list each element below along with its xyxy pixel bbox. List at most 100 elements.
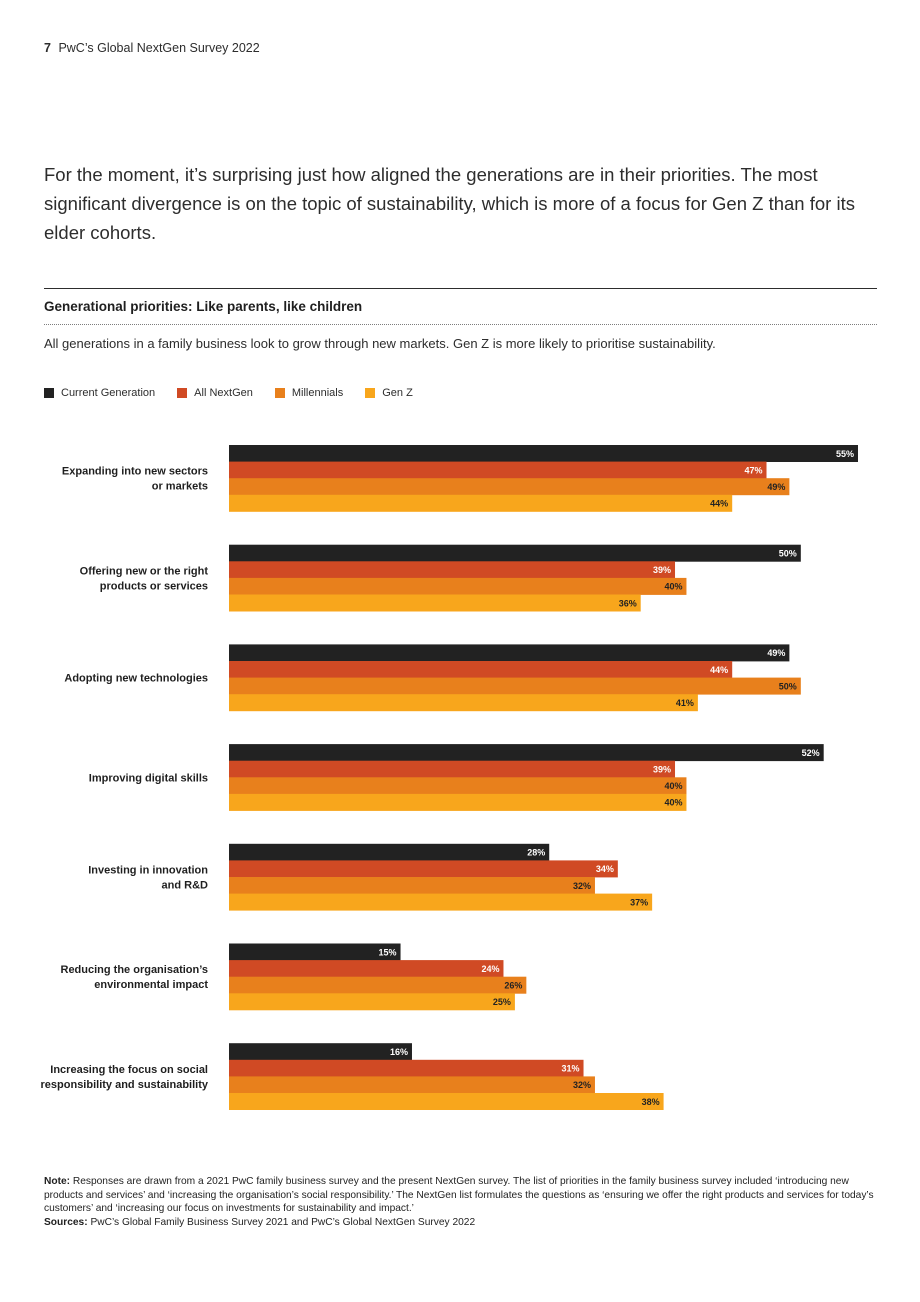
category-label-line: and R&D [162,880,209,892]
category-label-line: Adopting new technologies [64,673,208,685]
bar-current-generation [229,1043,412,1061]
bar-current-generation [229,943,401,961]
category-label-line: Improving digital skills [89,772,208,784]
legend-label-gen-z: Gen Z [382,387,413,399]
bar-current-generation [229,644,790,662]
bar-current-generation [229,544,801,562]
data-label-all-nextgen: 39% [653,765,671,775]
sources-label: Sources: [44,1217,88,1228]
data-label-current-generation: 28% [527,848,545,858]
bar-all-nextgen [229,461,767,479]
bar-gen-z [229,893,653,911]
category-label-line: Expanding into new sectors [62,466,208,478]
data-label-current-generation: 50% [779,549,797,559]
chart-title: Generational priorities: Like parents, l… [44,299,363,314]
legend-swatch-gen-z [365,388,376,398]
bar-gen-z [229,694,698,712]
bar-millennials [229,777,687,795]
category-label-line: Increasing the focus on social [50,1064,208,1076]
category-label: Investing in innovation and R&D [88,865,208,892]
category-label: Increasing the focus on social responsibi… [41,1064,209,1091]
bar-millennials [229,478,790,496]
category-label: Adopting new technologies [64,673,208,685]
data-label-current-generation: 16% [390,1047,408,1057]
category-label-line: or markets [152,481,208,493]
category-label: Reducing the organisation’s environmental… [61,964,209,991]
data-label-millennials: 26% [504,981,522,991]
intro-paragraph: For the moment, it’s surprising just how… [44,164,855,243]
chart-subtitle: All generations in a family business loo… [44,336,716,351]
bar-gen-z [229,494,733,512]
data-label-gen-z: 37% [630,897,648,907]
data-label-current-generation: 49% [767,648,785,658]
bar-current-generation [229,445,858,462]
data-label-all-nextgen: 47% [744,465,762,475]
data-label-millennials: 40% [664,582,682,592]
bar-all-nextgen [229,1059,584,1077]
data-label-gen-z: 25% [493,997,511,1007]
legend-label-millennials: Millennials [291,387,344,399]
bar-all-nextgen [229,661,733,678]
chart-title-divider [44,324,877,325]
data-label-all-nextgen: 34% [596,864,614,874]
category-label-line: products or services [100,580,208,592]
legend-label-current-generation: Current Generation [61,387,156,399]
bar-millennials [229,577,687,595]
sources-text: PwC’s Global Family Business Survey 2021… [87,1217,476,1228]
data-label-gen-z: 38% [642,1097,660,1107]
category-label: Improving digital skills [89,772,208,784]
data-label-gen-z: 44% [710,499,728,509]
data-label-all-nextgen: 31% [562,1064,580,1074]
chart-top-rule [44,288,877,289]
bar-millennials [229,677,801,695]
bar-all-nextgen [229,760,676,778]
legend-swatch-millennials [274,388,285,398]
data-label-all-nextgen: 39% [653,565,671,575]
data-label-millennials: 40% [664,781,682,791]
category-label-line: Offering new or the right [80,565,209,577]
category-label: Offering new or the right products or ser… [80,565,209,592]
bar-current-generation [229,843,550,861]
data-label-millennials: 49% [767,482,785,492]
chart-sources: Sources: PwC’s Global Family Business Su… [44,1217,874,1228]
legend-item-all-nextgen: All NextGen [177,387,253,399]
bar-millennials [229,976,527,994]
data-label-millennials: 32% [573,881,591,891]
category-label-line: Investing in innovation [88,865,208,877]
note-text: Responses are drawn from a 2021 PwC fami… [44,1176,874,1214]
data-label-current-generation: 15% [379,947,397,957]
page-header: 7 PwC’s Global NextGen Survey 2022 [44,41,260,55]
category-label: Expanding into new sectors or markets [62,466,208,493]
data-label-current-generation: 52% [802,748,820,758]
data-label-all-nextgen: 24% [481,964,499,974]
bar-all-nextgen [229,960,504,978]
bar-current-generation [229,744,824,762]
data-label-millennials: 50% [779,681,797,691]
bar-all-nextgen [229,561,676,579]
bar-all-nextgen [229,860,618,878]
data-label-millennials: 32% [573,1080,591,1090]
page-number: 7 [44,41,51,55]
data-label-gen-z: 41% [676,698,694,708]
category-label-line: responsibility and sustainability [41,1079,209,1091]
bar-chart: Expanding into new sectors or markets 55% 4… [41,445,858,1110]
bar-gen-z [229,1093,664,1110]
category-label-line: Reducing the organisation’s [61,964,209,976]
legend-swatch-current-generation [44,388,54,398]
chart-note: Note: Responses are drawn from a 2021 Pw… [44,1175,874,1216]
document-title: PwC’s Global NextGen Survey 2022 [58,41,260,55]
bar-millennials [229,1076,595,1094]
bar-gen-z [229,594,641,612]
legend-item-current-generation: Current Generation [44,387,155,399]
bar-millennials [229,877,595,894]
category-label-line: environmental impact [94,979,208,991]
note-label: Note: [44,1176,71,1187]
data-label-all-nextgen: 44% [710,665,728,675]
data-label-current-generation: 55% [836,449,854,459]
chart-legend: Current Generation All NextGen Millennia… [44,387,413,399]
legend-item-gen-z: Gen Z [365,387,413,399]
bar-gen-z [229,993,515,1011]
bar-gen-z [229,793,687,811]
data-label-gen-z: 40% [664,798,682,808]
legend-item-millennials: Millennials [274,387,344,399]
